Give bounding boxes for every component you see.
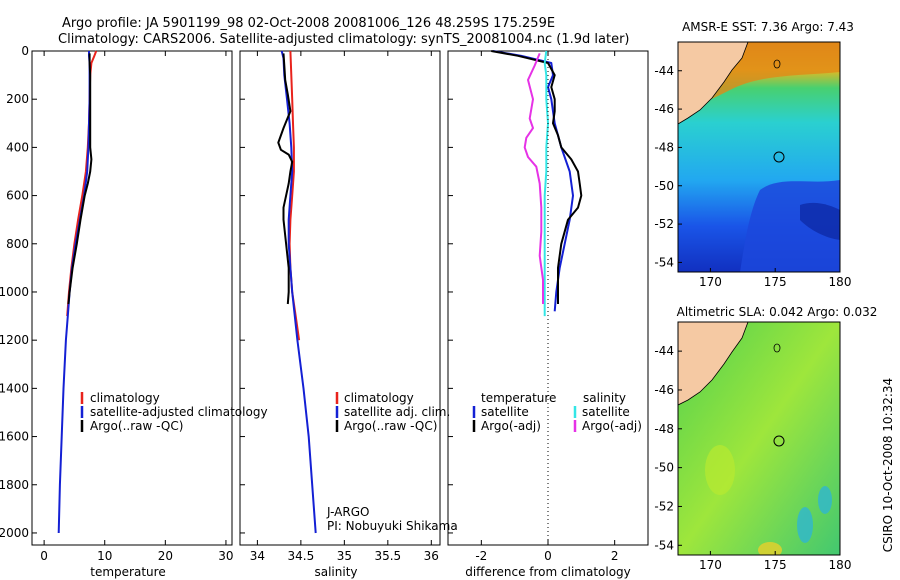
sla-map-axes: -44 -46 -48 -50 -52 -54 170 175 180 [654, 344, 851, 572]
series-line-salinity-argo-adj- [523, 53, 544, 304]
legend-label-sal-argo: Argo(-adj) [582, 419, 642, 433]
float-position-marker [773, 435, 785, 447]
legend-label-satellite: satellite-adjusted climatology [90, 405, 268, 419]
map-x-tick-label: 170 [699, 558, 722, 572]
series-line-satellite-adj-clim- [280, 50, 317, 534]
map-y-tick-label: -52 [654, 217, 674, 231]
x-tick-label: 2 [611, 549, 619, 563]
map-y-tick-label: -50 [654, 179, 674, 193]
y-tick-label: 1400 [0, 381, 29, 395]
y-tick-label: 600 [6, 189, 29, 203]
sst-map [678, 42, 840, 272]
series-line-argo-raw-qc- [277, 53, 294, 305]
difference-xlabel: difference from climatology [465, 565, 631, 579]
sst-map-axes: -44 -46 -48 -50 -52 -54 170 175 180 [654, 64, 851, 289]
legend-label-sal-satellite: satellite [582, 405, 630, 419]
map-y-tick-label: -44 [654, 344, 674, 358]
sla-low-1 [797, 507, 813, 543]
map-y-tick-label: -50 [654, 461, 674, 475]
y-tick-label: 2000 [0, 526, 29, 540]
map-x-tick-label: 180 [829, 558, 852, 572]
y-tick-label: 800 [6, 237, 29, 251]
y-tick-label: 0 [21, 44, 29, 58]
legend-label-climatology: climatology [344, 391, 414, 405]
series-layer [57, 50, 583, 534]
y-tick-label: 1200 [0, 333, 29, 347]
map-y-tick-label: -46 [654, 102, 674, 116]
series-line-salinity-satellite [543, 50, 549, 317]
new-zealand-land-sla [678, 322, 749, 406]
map-y-tick-label: -48 [654, 422, 674, 436]
y-tick-label: 1000 [0, 285, 29, 299]
difference-legend: temperature salinity satellite Argo(-adj… [472, 391, 642, 433]
salinity-legend: climatology satellite adj. clim. Argo(..… [335, 391, 450, 433]
sst-map-frame [677, 41, 841, 273]
x-tick-label: 20 [158, 549, 173, 563]
sst-map-title: AMSR-E SST: 7.36 Argo: 7.43 [682, 20, 854, 34]
legend-label-temp-satellite: satellite [481, 405, 529, 419]
y-tick-label: 1600 [0, 430, 29, 444]
axes-layer: 0 10 20 30020040060080010001200140016001800… [0, 44, 618, 563]
map-y-tick-label: -44 [654, 64, 674, 78]
y-tick-label: 1800 [0, 478, 29, 492]
temperature-xlabel: temperature [90, 565, 165, 579]
series-line-argo-raw-qc- [67, 53, 93, 305]
sla-low-2 [818, 486, 832, 514]
sla-high-1 [705, 445, 735, 495]
legend-label-temp-argo: Argo(-adj) [481, 419, 541, 433]
temperature-panel-frame [31, 50, 233, 546]
series-line-satellite-adjusted-climatology [57, 51, 91, 534]
title-line-2: Climatology: CARS2006. Satellite-adjuste… [58, 32, 630, 47]
map-x-tick-label: 180 [829, 275, 852, 289]
float-position-marker [773, 151, 785, 163]
map-y-tick-label: -46 [654, 383, 674, 397]
series-line-temperature-argo-adj- [491, 50, 583, 304]
x-tick-label: 0 [40, 549, 48, 563]
title-line-1: Argo profile: JA 5901199_98 02-Oct-2008 … [62, 16, 555, 31]
legend-title-temperature: temperature [481, 391, 556, 405]
y-tick-label: 200 [6, 92, 29, 106]
island-marker [773, 343, 781, 353]
map-y-tick-label: -54 [654, 538, 674, 552]
legend-label-climatology: climatology [90, 391, 160, 405]
legend-title-salinity: salinity [583, 391, 626, 405]
timestamp-label: CSIRO 10-Oct-2008 10:32:34 [881, 378, 895, 552]
x-tick-label: 36 [424, 549, 439, 563]
y-tick-label: 400 [6, 140, 29, 154]
salinity-panel-frame [239, 50, 441, 546]
legend-label-argo: Argo(..raw -QC) [90, 419, 183, 433]
legend-label-satellite: satellite adj. clim. [344, 405, 450, 419]
salinity-xlabel: salinity [314, 565, 357, 579]
program-label: J-ARGO [326, 505, 369, 519]
x-tick-label: 0 [544, 549, 552, 563]
sla-map [678, 322, 840, 555]
sla-map-title: Altimetric SLA: 0.042 Argo: 0.032 [677, 305, 878, 319]
map-y-tick-label: -54 [654, 255, 674, 269]
sla-map-frame [677, 321, 841, 556]
sla-high-2 [758, 542, 782, 555]
x-tick-label: -2 [475, 549, 487, 563]
map-x-tick-label: 175 [764, 558, 787, 572]
legend-label-argo: Argo(..raw -QC) [344, 419, 437, 433]
new-zealand-land [678, 42, 749, 125]
map-y-tick-label: -52 [654, 499, 674, 513]
x-tick-label: 35 [337, 549, 352, 563]
map-x-tick-label: 170 [699, 275, 722, 289]
x-tick-label: 34 [250, 549, 265, 563]
temperature-legend: climatology satellite-adjusted climatolo… [80, 391, 268, 433]
pi-label: PI: Nobuyuki Shikama [327, 519, 458, 533]
x-tick-label: 35.5 [374, 549, 401, 563]
map-x-tick-label: 175 [764, 275, 787, 289]
x-tick-label: 34.5 [288, 549, 315, 563]
series-line-temperature-satellite [492, 50, 574, 312]
x-tick-label: 30 [218, 549, 233, 563]
x-tick-label: 10 [97, 549, 112, 563]
sst-cold-core [800, 202, 840, 240]
map-y-tick-label: -48 [654, 140, 674, 154]
island-marker [773, 59, 781, 69]
